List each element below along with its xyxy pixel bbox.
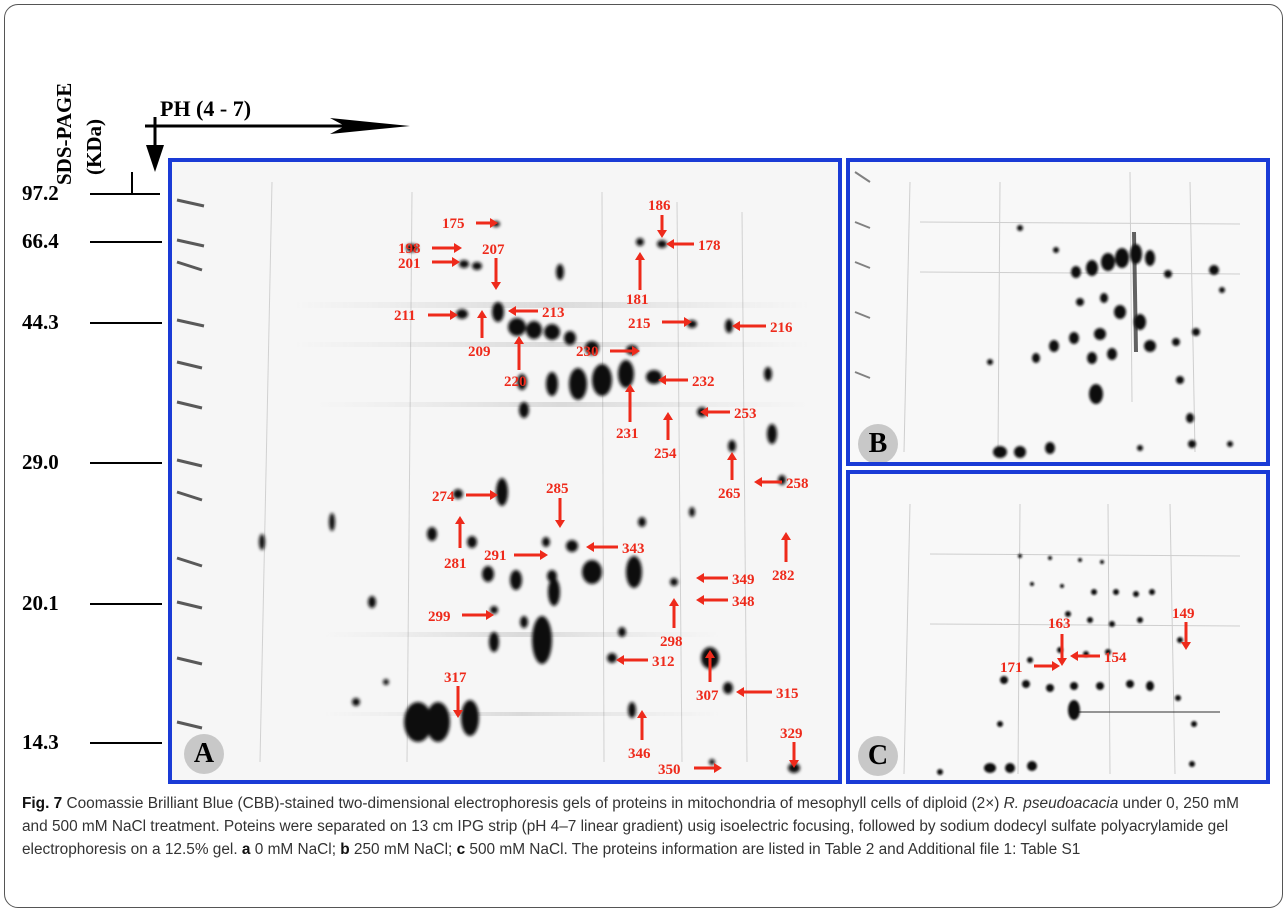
panel-badge-c: C bbox=[858, 736, 898, 776]
spot-label: 349 bbox=[732, 572, 755, 588]
spot-label: 315 bbox=[776, 686, 799, 702]
spot-label: 175 bbox=[442, 216, 465, 232]
spot-label: 343 bbox=[622, 541, 645, 557]
caption-text: 0 mM NaCl; bbox=[250, 841, 341, 858]
spot-label: 198 bbox=[398, 241, 421, 257]
spot-label: 230 bbox=[576, 344, 599, 360]
spot-label: 232 bbox=[692, 374, 715, 390]
caption-text: 500 mM NaCl. The proteins information ar… bbox=[465, 841, 1081, 858]
spot-label: 307 bbox=[696, 688, 719, 704]
spot-label: 163 bbox=[1048, 616, 1071, 632]
spot-label: 215 bbox=[628, 316, 651, 332]
caption-text: 250 mM NaCl; bbox=[349, 841, 457, 858]
spot-label: 201 bbox=[398, 256, 421, 272]
spot-label: 312 bbox=[652, 654, 675, 670]
spot-label: 253 bbox=[734, 406, 757, 422]
figure-caption: Fig. 7 Coomassie Brilliant Blue (CBB)-st… bbox=[22, 792, 1267, 861]
x-axis-title: PH (4 - 7) bbox=[160, 96, 252, 121]
caption-species: R. pseudoacacia bbox=[1003, 795, 1119, 812]
spot-label: 231 bbox=[616, 426, 639, 442]
panel-badge-b: B bbox=[858, 424, 898, 462]
spot-label: 258 bbox=[786, 476, 809, 492]
mw-tick bbox=[90, 603, 162, 605]
spot-label: 171 bbox=[1000, 660, 1023, 676]
spot-label: 274 bbox=[432, 489, 455, 505]
spot-label: 317 bbox=[444, 670, 467, 686]
spot-label: 350 bbox=[658, 762, 681, 778]
spot-label: 207 bbox=[482, 242, 505, 258]
mw-marker-66: 66.4 bbox=[22, 229, 59, 253]
caption-text: Coomassie Brilliant Blue (CBB)-stained t… bbox=[62, 795, 1004, 812]
gel-panel-a: 175 186 178 198 207 201 181 211 213 215 … bbox=[168, 158, 842, 784]
gel-panel-b: B bbox=[846, 158, 1270, 466]
spot-label: 211 bbox=[394, 308, 416, 324]
gel-c-image: 163 149 171 154 bbox=[850, 474, 1266, 780]
spot-label: 348 bbox=[732, 594, 755, 610]
spot-label: 299 bbox=[428, 609, 451, 625]
mw-marker-97: 97.2 bbox=[22, 181, 59, 205]
mw-tick bbox=[90, 742, 162, 744]
spot-label: 216 bbox=[770, 320, 793, 336]
spot-label: 154 bbox=[1104, 650, 1127, 666]
gel-a-image: 175 186 178 198 207 201 181 211 213 215 … bbox=[172, 162, 838, 780]
caption-text: under 0, 250 mM and 500 mM NaCl treatmen… bbox=[22, 795, 1239, 858]
spot-label: 213 bbox=[542, 305, 565, 321]
caption-key-b: b bbox=[340, 841, 350, 858]
caption-fig-label: Fig. 7 bbox=[22, 795, 63, 812]
spot-label: 329 bbox=[780, 726, 803, 742]
mw-tick bbox=[90, 322, 162, 324]
spot-label: 298 bbox=[660, 634, 683, 650]
spot-label: 220 bbox=[504, 374, 527, 390]
gel-panel-c: 163 149 171 154 C bbox=[846, 470, 1270, 784]
caption-key-c: c bbox=[456, 841, 466, 858]
spot-label: 282 bbox=[772, 568, 795, 584]
spot-label: 209 bbox=[468, 344, 491, 360]
mw-marker-29: 29.0 bbox=[22, 450, 59, 474]
mw-tick bbox=[90, 462, 162, 464]
spot-label: 291 bbox=[484, 548, 507, 564]
gel-b-image bbox=[850, 162, 1266, 462]
spot-label: 149 bbox=[1172, 606, 1195, 622]
spot-label: 254 bbox=[654, 446, 677, 462]
mw-tick bbox=[90, 193, 160, 195]
spot-label: 281 bbox=[444, 556, 467, 572]
spot-label: 181 bbox=[626, 292, 649, 308]
caption-key-a: a bbox=[241, 841, 251, 858]
spot-label: 346 bbox=[628, 746, 651, 762]
mw-tick bbox=[90, 241, 162, 243]
spot-label: 285 bbox=[546, 481, 569, 497]
figure-frame bbox=[4, 4, 1283, 908]
mw-marker-14: 14.3 bbox=[22, 730, 59, 754]
spot-label: 265 bbox=[718, 486, 741, 502]
spot-label: 178 bbox=[698, 238, 721, 254]
mw-marker-20: 20.1 bbox=[22, 591, 59, 615]
panel-badge-a: A bbox=[184, 734, 224, 774]
mw-marker-44: 44.3 bbox=[22, 310, 59, 334]
spot-label: 186 bbox=[648, 198, 671, 214]
